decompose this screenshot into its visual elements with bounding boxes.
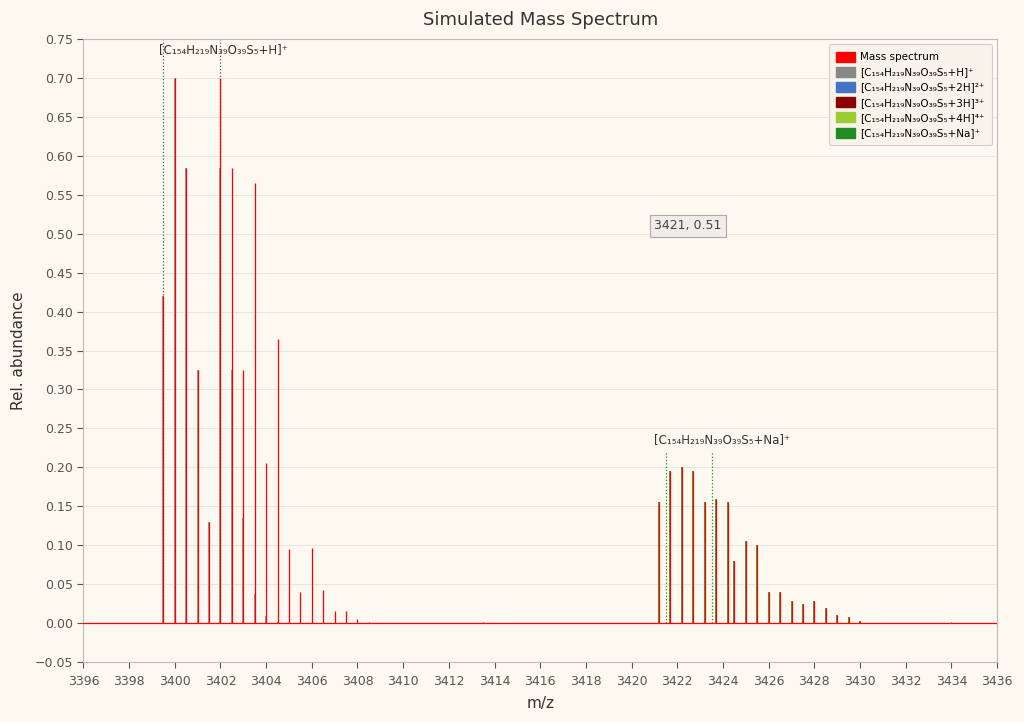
Text: 3421, 0.51: 3421, 0.51 [654,219,722,232]
Title: Simulated Mass Spectrum: Simulated Mass Spectrum [423,11,657,29]
Y-axis label: Rel. abundance: Rel. abundance [11,291,26,410]
X-axis label: m/z: m/z [526,696,554,711]
Text: [C₁₅₄H₂₁₉N₃₉O₃₉S₅+Na]⁺: [C₁₅₄H₂₁₉N₃₉O₃₉S₅+Na]⁺ [654,432,791,445]
Text: [C₁₅₄H₂₁₉N₃₉O₃₉S₅+H]⁺: [C₁₅₄H₂₁₉N₃₉O₃₉S₅+H]⁺ [159,43,288,56]
Legend: Mass spectrum, [C₁₅₄H₂₁₉N₃₉O₃₉S₅+H]⁺, [C₁₅₄H₂₁₉N₃₉O₃₉S₅+2H]²⁺, [C₁₅₄H₂₁₉N₃₉O₃₉S₅: Mass spectrum, [C₁₅₄H₂₁₉N₃₉O₃₉S₅+H]⁺, [C… [828,44,992,145]
